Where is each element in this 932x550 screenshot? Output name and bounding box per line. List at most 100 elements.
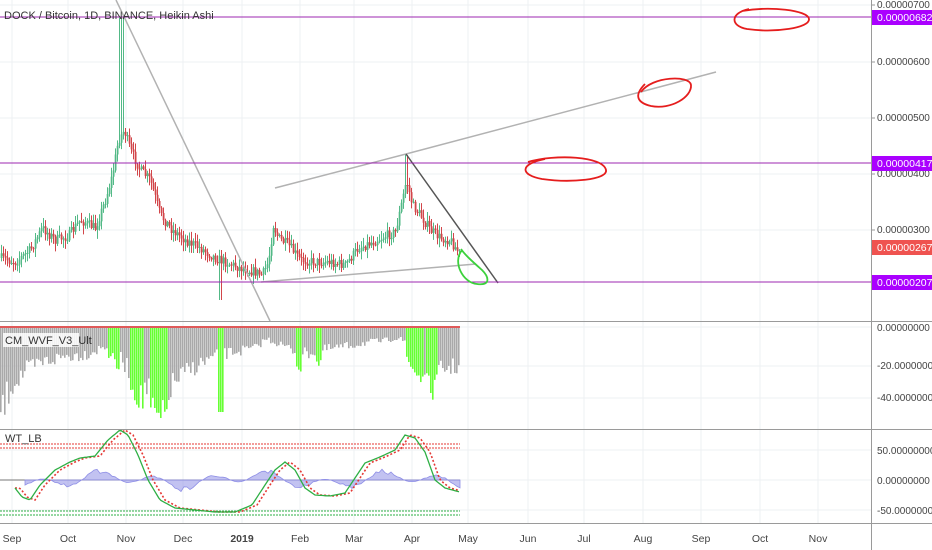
wvf-bar-green bbox=[436, 327, 438, 375]
wvf-bar bbox=[326, 327, 328, 351]
candle-body bbox=[396, 225, 399, 232]
time-tick-label-3: Dec bbox=[174, 533, 193, 545]
wvf-bar bbox=[306, 327, 308, 352]
candle-body bbox=[250, 272, 253, 276]
time-tick-label-6: Mar bbox=[345, 533, 364, 545]
candle-body bbox=[348, 258, 351, 262]
wvf-bar bbox=[178, 327, 180, 382]
level-price-label-mid[interactable]: 0.00000417 bbox=[872, 156, 932, 171]
candle-body bbox=[298, 253, 301, 257]
candle-body bbox=[108, 187, 111, 195]
candle-body bbox=[40, 228, 43, 232]
wvf-bar bbox=[324, 327, 326, 345]
red-circle-projection bbox=[637, 77, 692, 108]
candle-body bbox=[98, 221, 101, 227]
candle-body bbox=[80, 221, 83, 223]
candle-body bbox=[278, 234, 281, 236]
wvf-bar-green bbox=[108, 327, 110, 358]
last-price-label[interactable]: 0.00000267 bbox=[872, 240, 932, 255]
time-tick-label-4: 2019 bbox=[230, 533, 254, 545]
candle-body bbox=[58, 234, 61, 236]
candle-body bbox=[126, 135, 129, 137]
candle-body bbox=[100, 208, 103, 222]
wvf-bar bbox=[294, 327, 296, 353]
level-price-label-low[interactable]: 0.00000207 bbox=[872, 275, 932, 290]
candle-body bbox=[438, 233, 441, 239]
wave-trend-lines bbox=[0, 429, 461, 516]
wvf-bar bbox=[16, 327, 18, 385]
candle-body bbox=[452, 238, 455, 250]
candle-body bbox=[434, 228, 437, 230]
candle-body bbox=[16, 264, 19, 266]
wvf-bar bbox=[356, 327, 358, 346]
price-pane[interactable]: DOCK / Bitcoin, 1D, BINANCE, Heikin Ashi bbox=[0, 0, 871, 322]
wvf-bar-green bbox=[418, 327, 420, 376]
price-axis[interactable]: 0.00000700 0.00000600 0.00000500 0.00000400… bbox=[871, 0, 932, 550]
level-price-label-high[interactable]: 0.00000682 bbox=[872, 10, 932, 25]
candle-body bbox=[156, 194, 159, 202]
wvf-bar bbox=[4, 327, 6, 415]
candle-body bbox=[176, 232, 179, 236]
candle-body bbox=[94, 223, 97, 230]
candle-body bbox=[10, 263, 13, 265]
wvf-bar-green bbox=[416, 327, 418, 376]
wvf-bar-green bbox=[406, 327, 408, 357]
wvf-bar-green bbox=[136, 327, 138, 405]
wvf-bar bbox=[340, 327, 342, 345]
candle-body bbox=[432, 228, 435, 233]
candle-body bbox=[332, 259, 335, 267]
wvf-bar-green bbox=[130, 327, 132, 390]
wvf-bar bbox=[180, 327, 182, 369]
hand-drawn-annotations bbox=[457, 7, 810, 286]
candle-body bbox=[32, 248, 35, 250]
candle-body bbox=[416, 212, 419, 214]
wvf-indicator-name: CM_WVF_V3_Ult bbox=[5, 335, 92, 347]
candle-body bbox=[20, 255, 23, 260]
candle-body bbox=[166, 221, 169, 227]
candle-body bbox=[162, 212, 165, 221]
candle-body bbox=[426, 220, 429, 228]
wt-tick-label-0: 50.00000000 bbox=[877, 446, 932, 457]
wvf-bar-green bbox=[154, 327, 156, 408]
wvf-bar bbox=[390, 327, 392, 343]
descending-resistance-line bbox=[405, 153, 499, 284]
wvf-bar bbox=[232, 327, 234, 355]
wvf-bar bbox=[268, 327, 270, 338]
wvf-bar bbox=[288, 327, 290, 345]
candle-body bbox=[354, 248, 357, 251]
candle-body bbox=[130, 143, 133, 150]
candle-body bbox=[366, 242, 369, 250]
wvf-bar bbox=[396, 327, 398, 341]
candle-body bbox=[202, 249, 205, 253]
candle-body bbox=[70, 227, 73, 230]
wvf-bar-green bbox=[318, 327, 320, 366]
candle-body bbox=[214, 255, 217, 262]
wvf-bar bbox=[12, 327, 14, 394]
wvf-bar bbox=[96, 327, 98, 355]
wvf-bar-green bbox=[118, 327, 120, 370]
wvf-bar bbox=[192, 327, 194, 363]
candle-body bbox=[380, 239, 383, 241]
wvf-bar-green bbox=[150, 327, 152, 408]
candle-body bbox=[120, 134, 123, 143]
candle-body bbox=[206, 252, 209, 256]
candle-body bbox=[4, 255, 7, 258]
wvf-bar bbox=[336, 327, 338, 345]
wvf-bar bbox=[100, 327, 102, 349]
wvf-bar bbox=[330, 327, 332, 349]
time-axis[interactable]: Sep Oct Nov Dec 2019 Feb Mar Apr May Jun Jul Aug Sep… bbox=[3, 533, 828, 545]
wvf-indicator-pane[interactable]: CM_WVF_V3_Ult bbox=[0, 326, 460, 418]
candle-body bbox=[198, 246, 201, 248]
wvf-bar bbox=[14, 327, 16, 386]
wvf-bar bbox=[448, 327, 450, 366]
wvf-bar bbox=[24, 327, 26, 372]
candle-body bbox=[154, 189, 157, 195]
wt-indicator-pane[interactable]: WT_LB bbox=[0, 429, 461, 516]
candle-body bbox=[62, 238, 65, 240]
wvf-bar bbox=[446, 327, 448, 371]
candle-body bbox=[72, 227, 75, 232]
candle-body bbox=[26, 252, 29, 254]
wvf-bar-green bbox=[430, 327, 432, 393]
wvf-bar bbox=[88, 327, 90, 359]
